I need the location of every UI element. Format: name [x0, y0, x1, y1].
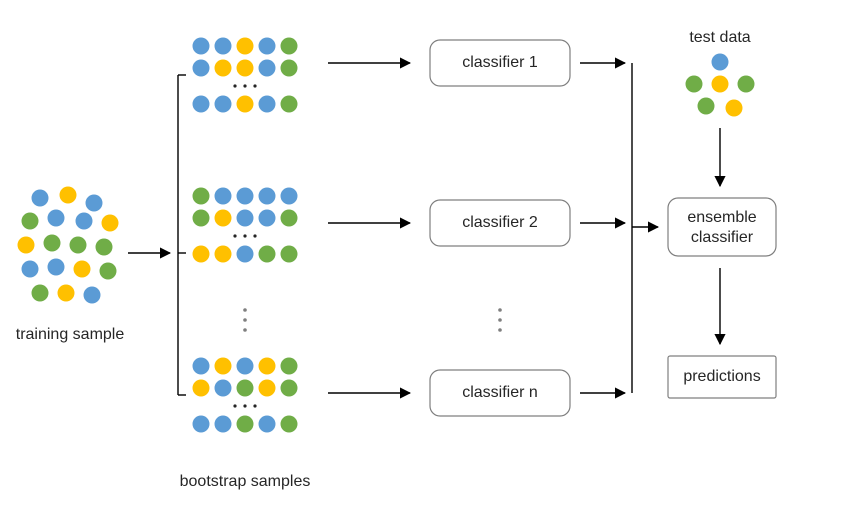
bootstrap-dot: [215, 246, 232, 263]
bootstrap-dot: [237, 210, 254, 227]
bootstrap-dot: [259, 358, 276, 375]
bootstrap-dot: [215, 188, 232, 205]
ellipsis-dot: [233, 404, 236, 407]
training-dot: [70, 237, 87, 254]
bootstrap-dot: [193, 38, 210, 55]
vertical-ellipsis-dot: [243, 328, 247, 332]
ellipsis-dot: [243, 234, 246, 237]
bootstrap-dot: [193, 358, 210, 375]
bootstrap-dot: [193, 96, 210, 113]
bootstrap-dot: [259, 96, 276, 113]
ellipsis-dot: [253, 84, 256, 87]
bootstrap-dot: [281, 60, 298, 77]
bootstrap-dot: [237, 188, 254, 205]
training-dot: [84, 287, 101, 304]
bootstrap-dot: [281, 188, 298, 205]
training-dot: [18, 237, 35, 254]
vertical-ellipsis-dot: [498, 328, 502, 332]
bootstrap-dot: [193, 246, 210, 263]
bootstrap-dot: [215, 416, 232, 433]
test-dot: [712, 54, 729, 71]
bootstrap-dot: [215, 60, 232, 77]
training-dot: [32, 190, 49, 207]
bootstrap-dot: [215, 358, 232, 375]
training-dot: [44, 235, 61, 252]
ensemble-diagram: training sample bootstrap samples classifi…: [0, 0, 850, 511]
classifier-label-2: classifier 2: [462, 214, 538, 231]
bootstrap-dot: [237, 380, 254, 397]
vertical-ellipsis-dot: [498, 318, 502, 322]
classifier-label-1: classifier 1: [462, 54, 538, 71]
bootstrap-dot: [259, 60, 276, 77]
training-dot: [86, 195, 103, 212]
training-dot: [58, 285, 75, 302]
bootstrap-dot: [193, 60, 210, 77]
bootstrap-dot: [193, 416, 210, 433]
bootstrap-dot: [281, 358, 298, 375]
bootstrap-samples-label: bootstrap samples: [180, 473, 311, 490]
test-dot: [698, 98, 715, 115]
bootstrap-dot: [215, 38, 232, 55]
ellipsis-dot: [243, 84, 246, 87]
classifier-label-3: classifier n: [462, 384, 538, 401]
bootstrap-dot: [259, 188, 276, 205]
bootstrap-dot: [215, 210, 232, 227]
bootstrap-dot: [259, 380, 276, 397]
bootstrap-dot: [237, 246, 254, 263]
bootstrap-dot: [281, 246, 298, 263]
training-dot: [22, 213, 39, 230]
vertical-ellipsis-dot: [243, 318, 247, 322]
training-dot: [74, 261, 91, 278]
bootstrap-dot: [259, 246, 276, 263]
vertical-ellipsis-dot: [498, 308, 502, 312]
test-dot: [726, 100, 743, 117]
predictions-label: predictions: [683, 368, 760, 385]
test-dot: [686, 76, 703, 93]
bootstrap-dot: [237, 60, 254, 77]
bootstrap-dot: [237, 416, 254, 433]
bootstrap-dot: [259, 210, 276, 227]
bootstrap-dot: [193, 380, 210, 397]
ensemble-label-line1: ensemble: [687, 209, 756, 226]
ensemble-box: [668, 198, 776, 256]
bootstrap-dot: [193, 188, 210, 205]
ellipsis-dot: [253, 234, 256, 237]
training-dot: [76, 213, 93, 230]
ellipsis-dot: [233, 234, 236, 237]
test-data-label: test data: [689, 29, 750, 46]
test-dot: [712, 76, 729, 93]
bootstrap-dot: [259, 38, 276, 55]
bootstrap-dot: [237, 358, 254, 375]
training-dot: [48, 259, 65, 276]
ellipsis-dot: [253, 404, 256, 407]
training-dot: [102, 215, 119, 232]
bootstrap-dot: [281, 96, 298, 113]
training-dot: [22, 261, 39, 278]
bootstrap-dot: [237, 38, 254, 55]
test-dot: [738, 76, 755, 93]
training-dot: [32, 285, 49, 302]
bootstrap-dot: [281, 380, 298, 397]
bootstrap-dot: [215, 96, 232, 113]
bootstrap-dot: [281, 416, 298, 433]
ensemble-label-line2: classifier: [691, 229, 754, 246]
training-dot: [100, 263, 117, 280]
vertical-ellipsis-dot: [243, 308, 247, 312]
bootstrap-dot: [193, 210, 210, 227]
training-dot: [96, 239, 113, 256]
bootstrap-dot: [215, 380, 232, 397]
bootstrap-dot: [281, 38, 298, 55]
bootstrap-dot: [237, 96, 254, 113]
bootstrap-dot: [259, 416, 276, 433]
ellipsis-dot: [243, 404, 246, 407]
training-dot: [48, 210, 65, 227]
training-sample-label: training sample: [16, 326, 125, 343]
ellipsis-dot: [233, 84, 236, 87]
training-dot: [60, 187, 77, 204]
bootstrap-dot: [281, 210, 298, 227]
